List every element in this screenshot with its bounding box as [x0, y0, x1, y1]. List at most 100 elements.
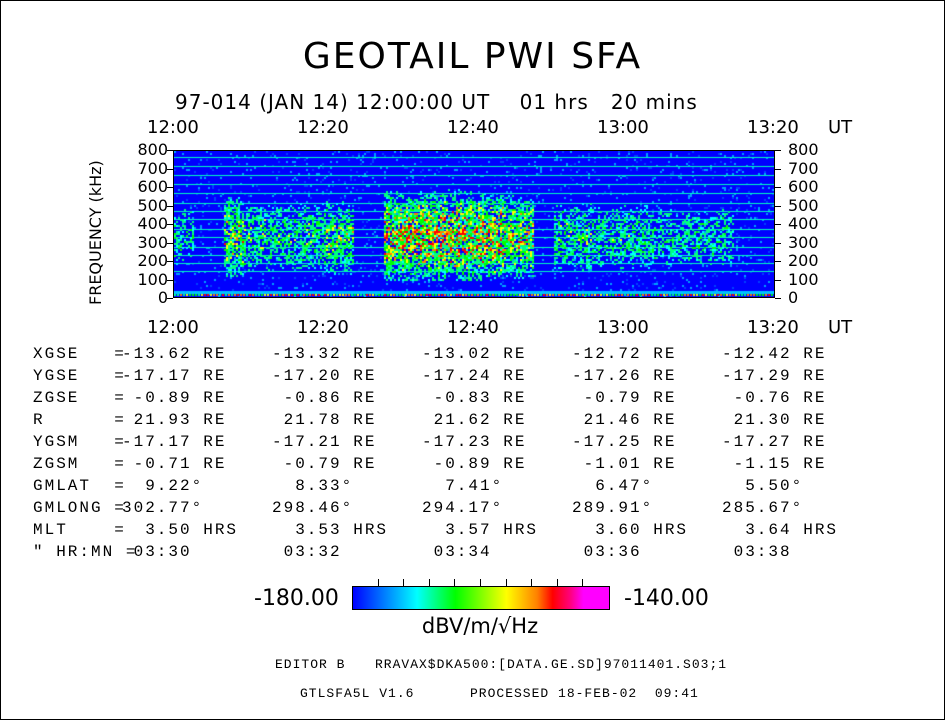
ephemeris-value: 03:34 [422, 543, 492, 561]
ephemeris-value: -17.29 RE [722, 367, 827, 385]
x-tick-label-bottom: 13:20 [747, 317, 799, 338]
ephemeris-value: -12.42 RE [722, 345, 827, 363]
ephemeris-value: 03:38 [722, 543, 792, 561]
colorbar [352, 586, 610, 610]
x-tick-label-bottom: 12:40 [447, 317, 499, 338]
file-path: RRAVAX$DKA500:[DATA.GE.SD]97011401.S03;1 [375, 657, 728, 672]
y-tick-mark [167, 279, 173, 281]
y-tick-mark [167, 298, 173, 299]
ephemeris-value: -1.15 RE [722, 455, 827, 473]
ephemeris-value: 285.67° [722, 499, 804, 517]
ephemeris-value: 3.60 HRS [572, 521, 689, 539]
y-tick-mark [775, 242, 781, 244]
colorbar-tick [480, 579, 481, 586]
y-tick-mark [775, 150, 781, 151]
ephemeris-value: -0.79 RE [572, 389, 677, 407]
colorbar-tick [556, 579, 558, 586]
spectrogram-canvas [174, 151, 774, 297]
y-tick-mark [775, 279, 781, 281]
ephemeris-value: -0.89 RE [422, 455, 527, 473]
ephemeris-value: -13.02 RE [422, 345, 527, 363]
y-tick-mark [775, 224, 781, 225]
spectrogram [173, 150, 775, 298]
y-tick-mark [167, 205, 173, 207]
ephemeris-value: 3.64 HRS [722, 521, 839, 539]
ephemeris-value: 03:32 [272, 543, 342, 561]
ephemeris-value: 302.77° [122, 499, 204, 517]
ephemeris-value: 3.53 HRS [272, 521, 389, 539]
y-tick-mark [775, 261, 781, 262]
y-tick-label-left: 0 [157, 288, 168, 307]
ephemeris-value: 21.78 RE [272, 411, 377, 429]
ephemeris-value: -17.17 RE [122, 433, 227, 451]
ephemeris-value: -0.79 RE [272, 455, 377, 473]
colorbar-tick [531, 579, 533, 586]
x-tick-label-top: 12:00 [147, 117, 199, 138]
x-unit-top: UT [828, 117, 853, 138]
y-tick-mark [775, 205, 781, 207]
x-tick-label-top: 13:00 [597, 117, 649, 138]
ephemeris-value: -17.23 RE [422, 433, 527, 451]
ephemeris-label: XGSE = [33, 345, 126, 363]
ephemeris-value: -0.86 RE [272, 389, 377, 407]
y-tick-mark [167, 242, 173, 244]
x-tick-label-top: 12:20 [297, 117, 349, 138]
program-version: GTLSFA5L V1.6 [300, 686, 415, 701]
ephemeris-value: -17.26 RE [572, 367, 677, 385]
y-tick-label-right: 100 [788, 269, 819, 289]
y-tick-mark [167, 224, 173, 225]
ephemeris-label: GMLONG = [33, 499, 126, 517]
ephemeris-label: ZGSE = [33, 389, 126, 407]
y-tick-mark [775, 187, 781, 188]
ephemeris-label: YGSE = [33, 367, 126, 385]
colorbar-max: -140.00 [624, 586, 709, 611]
x-tick-label-bottom: 12:20 [297, 317, 349, 338]
ephemeris-value: -13.62 RE [122, 345, 227, 363]
ephemeris-label: YGSM = [33, 433, 126, 451]
ephemeris-value: -17.27 RE [722, 433, 827, 451]
colorbar-tick [428, 579, 430, 586]
x-tick-label-bottom: 13:00 [597, 317, 649, 338]
y-tick-label-left: 200 [137, 251, 168, 270]
y-tick-label-right: 200 [788, 251, 819, 270]
ephemeris-value: 21.62 RE [422, 411, 527, 429]
y-tick-mark [167, 168, 173, 170]
ephemeris-value: -17.24 RE [422, 367, 527, 385]
ephemeris-label: R = [33, 411, 126, 429]
y-tick-label-left: 500 [137, 195, 168, 215]
y-tick-label-left: 300 [137, 232, 168, 252]
y-tick-label-left: 100 [137, 269, 168, 289]
ephemeris-value: -0.71 RE [122, 455, 227, 473]
x-tick-label-top: 13:20 [747, 117, 799, 138]
ephemeris-value: -0.89 RE [122, 389, 227, 407]
y-tick-label-left: 400 [137, 214, 168, 233]
y-tick-mark [775, 168, 781, 170]
ephemeris-value: 21.93 RE [122, 411, 227, 429]
y-tick-label-right: 700 [788, 158, 819, 178]
ephemeris-value: 5.50° [722, 477, 804, 495]
y-tick-label-right: 600 [788, 177, 819, 196]
ephemeris-value: 298.46° [272, 499, 354, 517]
ephemeris-value: -17.20 RE [272, 367, 377, 385]
ephemeris-value: -0.76 RE [722, 389, 827, 407]
ephemeris-label: GMLAT = [33, 477, 126, 495]
processed-date: PROCESSED 18-FEB-02 09:41 [470, 686, 699, 701]
y-tick-label-right: 800 [788, 140, 819, 159]
x-unit-bottom: UT [828, 317, 853, 338]
colorbar-tick [505, 579, 507, 586]
y-tick-label-left: 700 [137, 158, 168, 178]
colorbar-min: -180.00 [254, 586, 339, 611]
ephemeris-value: -12.72 RE [572, 345, 677, 363]
colorbar-unit: dBV/m/√Hz [421, 614, 539, 638]
ephemeris-label: ZGSM = [33, 455, 126, 473]
ephemeris-value: 294.17° [422, 499, 504, 517]
ephemeris-value: -13.32 RE [272, 345, 377, 363]
colorbar-tick [403, 579, 405, 586]
ephemeris-value: 9.22° [122, 477, 204, 495]
y-tick-label-left: 800 [137, 140, 168, 159]
ephemeris-value: 7.41° [422, 477, 504, 495]
chart-title: GEOTAIL PWI SFA [302, 36, 643, 77]
y-tick-label-right: 300 [788, 232, 819, 252]
ephemeris-label: " HR:MN = [33, 543, 138, 561]
